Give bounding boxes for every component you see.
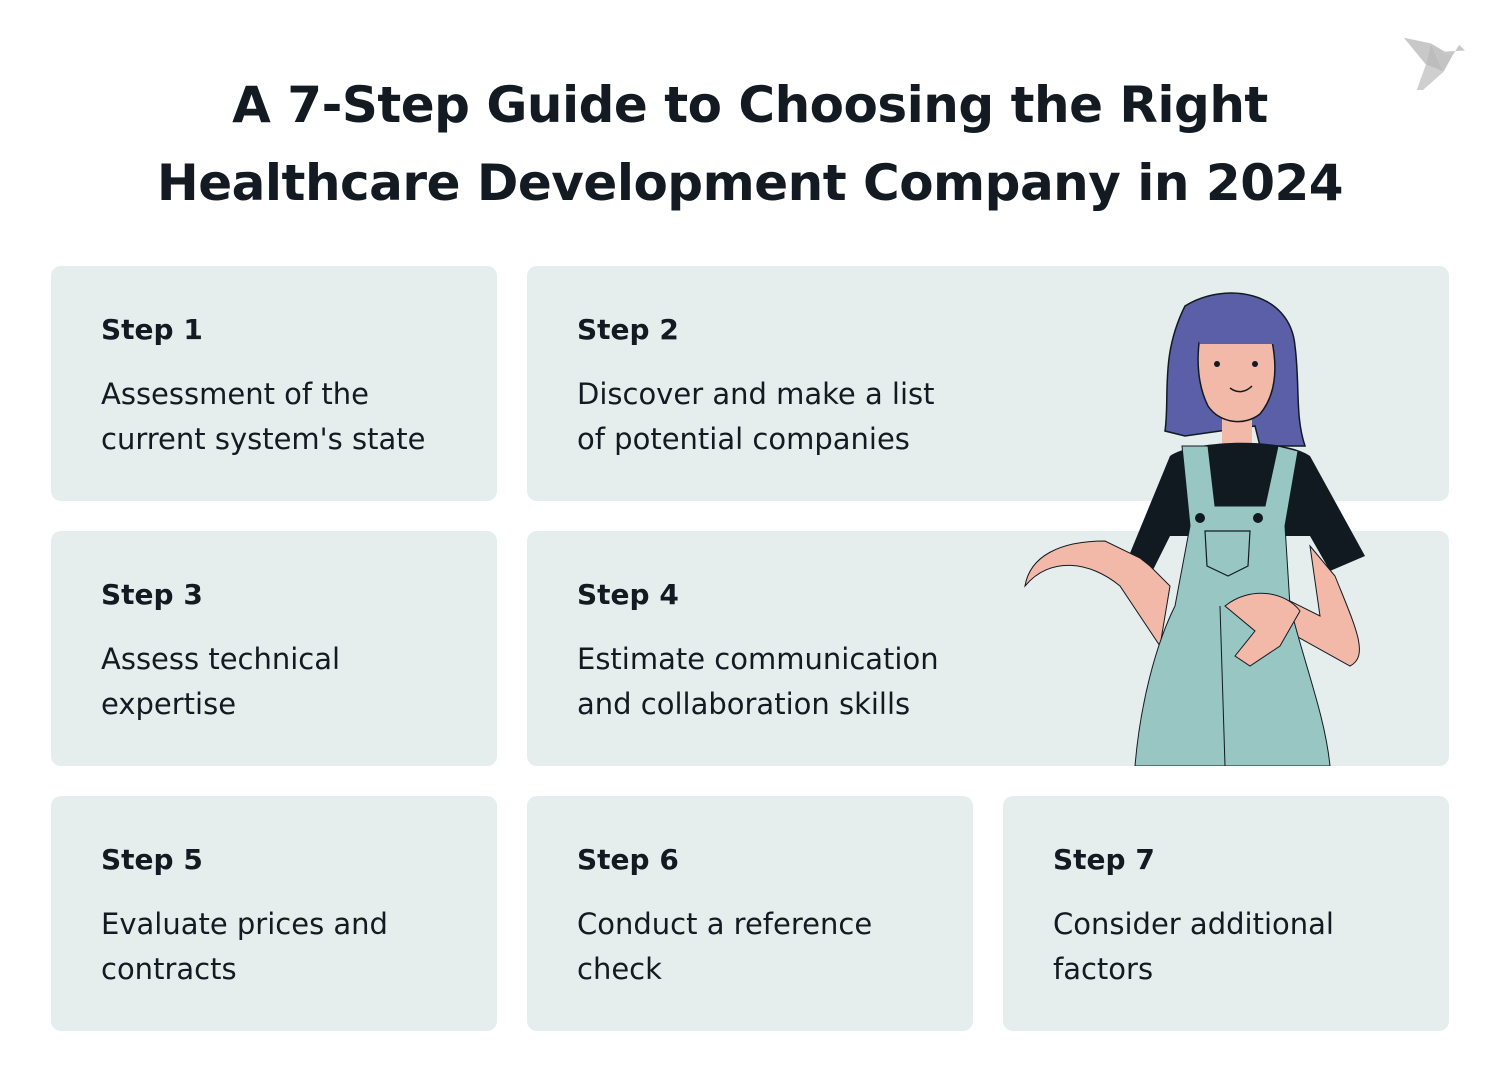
step-card-3: Step 3 Assess technical expertise — [51, 531, 497, 766]
origami-bird-icon — [1403, 37, 1465, 90]
title-line-1: A 7-Step Guide to Choosing the Right — [232, 76, 1268, 134]
step-text: Consider additional factors — [1053, 907, 1334, 986]
page-title: A 7-Step Guide to Choosing the Right Hea… — [0, 66, 1500, 222]
step-card-5: Step 5 Evaluate prices and contracts — [51, 796, 497, 1031]
step-label: Step 4 — [577, 578, 679, 611]
woman-presenting-illustration — [1024, 292, 1365, 766]
step-label: Step 3 — [101, 578, 203, 611]
title-line-2: Healthcare Development Company in 2024 — [156, 154, 1344, 212]
step-text: Estimate communication and collaboration… — [577, 642, 939, 721]
step-text: Conduct a reference check — [577, 907, 873, 986]
step-label: Step 6 — [577, 843, 679, 876]
step-card-6: Step 6 Conduct a reference check — [527, 796, 973, 1031]
step-text: Assess technical expertise — [101, 642, 341, 721]
step-card-1: Step 1 Assessment of the current system'… — [51, 266, 497, 501]
step-label: Step 1 — [101, 313, 203, 346]
step-text: Discover and make a list of potential co… — [577, 377, 935, 456]
step-text: Assessment of the current system's state — [101, 377, 426, 456]
step-label: Step 5 — [101, 843, 203, 876]
step-card-7: Step 7 Consider additional factors — [1003, 796, 1449, 1031]
step-text: Evaluate prices and contracts — [101, 907, 388, 986]
step-label: Step 7 — [1053, 843, 1155, 876]
step-label: Step 2 — [577, 313, 679, 346]
